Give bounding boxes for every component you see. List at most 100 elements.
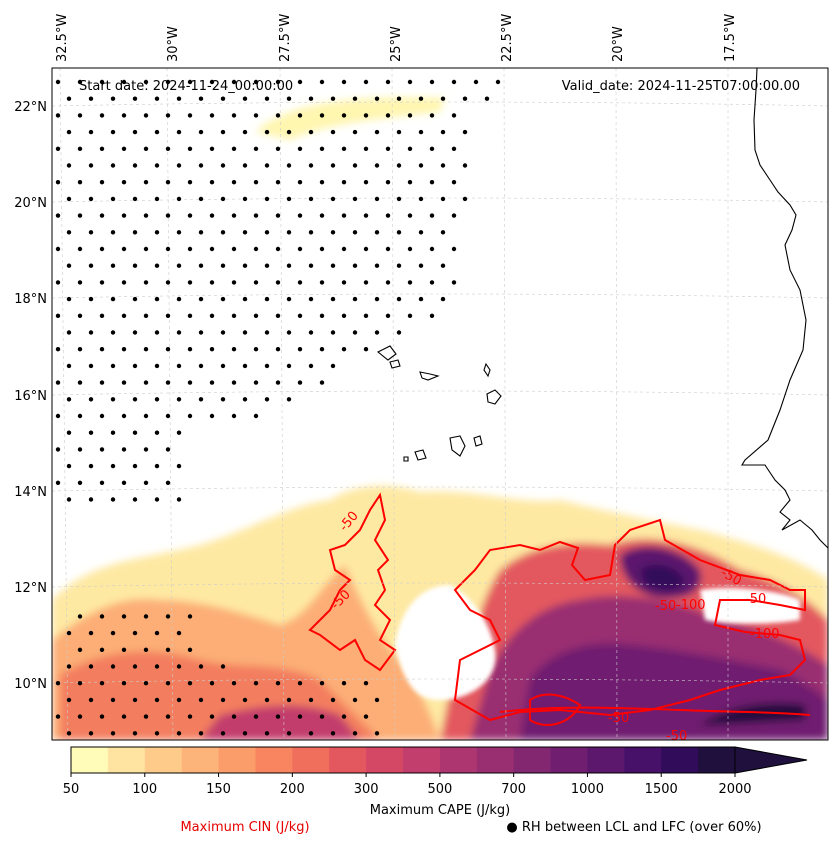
lon-tick-labels: 32.5°W 30°W 27.5°W 25°W 22.5°W 20°W 17.5… — [55, 14, 738, 62]
rh-dot — [110, 463, 116, 469]
lon-tick-1: 30°W — [166, 26, 181, 62]
rh-dot — [99, 380, 105, 385]
rh-dot — [275, 280, 281, 285]
rh-legend: ● RH between LCL and LFC (over 60%) — [506, 820, 761, 835]
rh-dot — [220, 196, 226, 202]
rh-dot — [264, 196, 270, 202]
rh-dot — [341, 113, 347, 118]
rh-dot — [66, 664, 72, 669]
rh-dot — [88, 697, 94, 703]
rh-dot — [253, 347, 259, 352]
rh-dot — [55, 447, 61, 452]
rh-dot — [319, 280, 325, 285]
rh-dot — [396, 330, 402, 335]
rh-dot — [88, 664, 94, 669]
rh-dot — [55, 347, 61, 352]
rh-dot — [418, 263, 424, 268]
rh-dot — [187, 146, 193, 151]
rh-dot — [143, 714, 149, 719]
rh-dot — [66, 129, 72, 135]
rh-dot — [396, 96, 402, 101]
colorbar-segment — [292, 747, 330, 773]
rh-dot — [143, 113, 149, 118]
rh-dot — [55, 714, 61, 719]
rh-dot — [99, 213, 105, 218]
cin-label-5: -50 — [655, 599, 676, 614]
rh-dot — [55, 113, 61, 118]
rh-dot — [352, 296, 358, 302]
rh-dot — [88, 330, 94, 335]
island-1 — [376, 345, 397, 361]
rh-dot — [341, 213, 347, 218]
rh-dot — [396, 263, 402, 268]
africa-coast — [741, 68, 828, 549]
lat-tick-6: 10°N — [14, 677, 47, 692]
rh-dot — [220, 296, 226, 302]
rh-dot — [308, 163, 314, 168]
rh-dot — [319, 313, 325, 318]
rh-dot — [209, 681, 215, 686]
rh-dot — [99, 79, 105, 85]
colorbar-segment — [550, 747, 588, 773]
rh-dot — [187, 614, 193, 619]
rh-dot — [297, 213, 303, 218]
rh-dot — [363, 113, 369, 118]
rh-dot — [308, 697, 314, 703]
rh-dot — [319, 681, 325, 686]
rh-dot — [55, 380, 61, 385]
rh-dot — [110, 697, 116, 703]
rh-dot — [341, 313, 347, 318]
rh-dot — [55, 413, 61, 419]
rh-dot — [143, 280, 149, 285]
rh-dot — [352, 263, 358, 268]
colorbar-segment — [218, 747, 256, 773]
rh-dot — [121, 480, 127, 485]
rh-dot — [341, 681, 347, 686]
rh-dot — [297, 681, 303, 686]
rh-dot — [88, 397, 94, 402]
rh-dot — [297, 714, 303, 719]
rh-dot — [198, 363, 204, 369]
rh-dot — [330, 163, 336, 168]
cin-contours — [308, 492, 811, 726]
rh-dot — [407, 180, 413, 185]
rh-dot — [352, 731, 358, 736]
rh-dot — [451, 213, 457, 218]
rh-dot — [66, 463, 72, 469]
rh-dot — [407, 146, 413, 151]
rh-dot — [165, 714, 171, 719]
rh-dot — [66, 230, 72, 235]
rh-dot — [330, 129, 336, 135]
rh-dot — [110, 363, 116, 369]
rh-dot — [209, 714, 215, 719]
colorbar-tick-label: 1500 — [645, 782, 678, 797]
rh-dot — [374, 129, 380, 135]
rh-dot — [110, 397, 116, 402]
rh-dot — [275, 213, 281, 218]
rh-dot — [275, 313, 281, 318]
rh-dot — [176, 96, 182, 101]
coastlines — [376, 68, 828, 549]
rh-dot — [176, 263, 182, 268]
rh-dot — [121, 246, 127, 252]
rh-dot — [363, 347, 369, 352]
rh-dot — [77, 113, 83, 118]
rh-dot — [77, 146, 83, 151]
rh-dot — [154, 630, 160, 636]
rh-dot — [374, 731, 380, 736]
rh-dot — [440, 230, 446, 235]
rh-dot — [154, 697, 160, 703]
rh-dot — [407, 113, 413, 118]
rh-dot — [99, 447, 105, 452]
rh-dot — [209, 313, 215, 318]
rh-dot — [407, 246, 413, 252]
rh-dot — [264, 163, 270, 168]
rh-dot — [253, 213, 259, 218]
rh-dot — [88, 296, 94, 302]
rh-dot — [165, 246, 171, 252]
cape-patch-north — [255, 97, 445, 140]
rh-dot — [407, 213, 413, 218]
rh-dot — [231, 146, 237, 151]
rh-dot — [132, 296, 138, 302]
rh-dot — [176, 330, 182, 335]
